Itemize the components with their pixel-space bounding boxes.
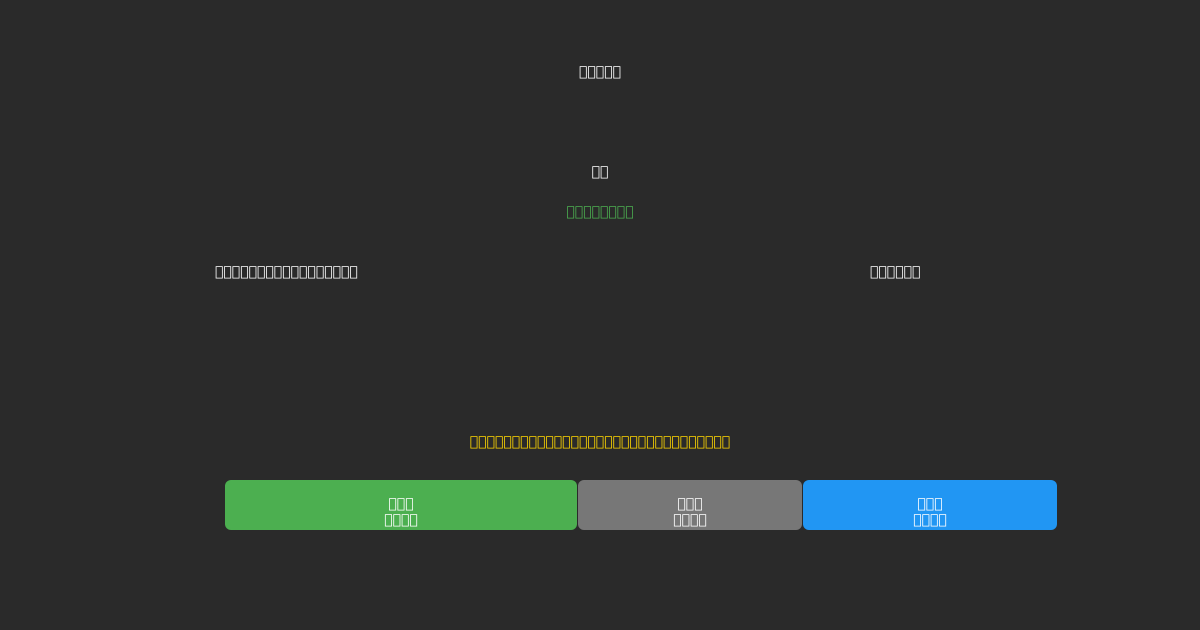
- notice-text: : [0, 434, 1200, 450]
- button-label-line1: : [917, 496, 942, 512]
- status-text: : [0, 204, 1200, 220]
- info-right-text: : [870, 264, 920, 280]
- heading: : [0, 164, 1200, 180]
- button-label-line2: : [384, 512, 418, 528]
- primary-action-button[interactable]:  : [225, 480, 577, 530]
- info-left-text: : [215, 264, 358, 280]
- page-title: : [0, 64, 1200, 80]
- button-label-line1: : [388, 496, 413, 512]
- secondary-action-button[interactable]:  : [578, 480, 802, 530]
- button-label-line2: : [673, 512, 707, 528]
- tertiary-action-button[interactable]:  : [803, 480, 1057, 530]
- button-label-line1: : [677, 496, 702, 512]
- button-label-line2: : [913, 512, 947, 528]
